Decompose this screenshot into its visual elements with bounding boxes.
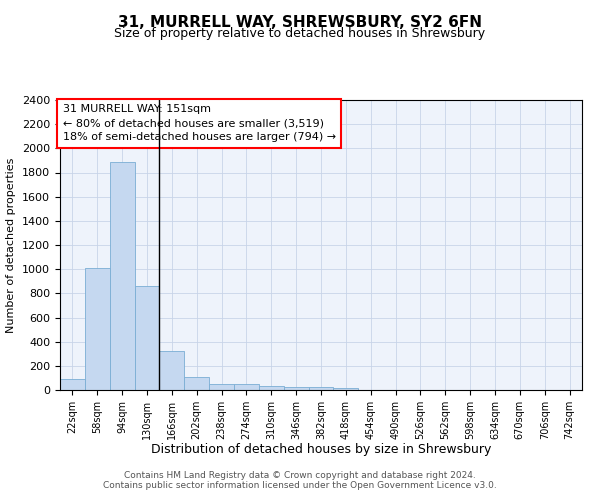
Text: Contains HM Land Registry data © Crown copyright and database right 2024.
Contai: Contains HM Land Registry data © Crown c… [103, 470, 497, 490]
Text: 31, MURRELL WAY, SHREWSBURY, SY2 6FN: 31, MURRELL WAY, SHREWSBURY, SY2 6FN [118, 15, 482, 30]
Bar [259, 386, 284, 390]
Bar [85, 268, 110, 390]
Bar [160, 352, 184, 390]
Bar [60, 379, 85, 390]
Bar [334, 388, 358, 390]
Bar [308, 388, 334, 390]
Text: 31 MURRELL WAY: 151sqm
← 80% of detached houses are smaller (3,519)
18% of semi-: 31 MURRELL WAY: 151sqm ← 80% of detached… [62, 104, 336, 142]
Bar [184, 376, 209, 390]
Bar [234, 384, 259, 390]
Bar [284, 388, 308, 390]
Bar [209, 384, 234, 390]
Text: Distribution of detached houses by size in Shrewsbury: Distribution of detached houses by size … [151, 442, 491, 456]
Bar [134, 286, 160, 390]
Text: Size of property relative to detached houses in Shrewsbury: Size of property relative to detached ho… [115, 28, 485, 40]
Y-axis label: Number of detached properties: Number of detached properties [7, 158, 16, 332]
Bar [110, 162, 134, 390]
